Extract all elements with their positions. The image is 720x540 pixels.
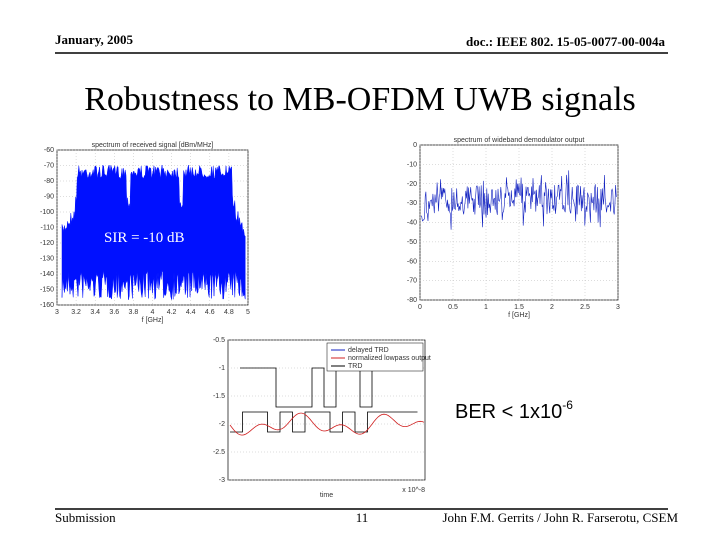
y-tick-label: -10 <box>407 161 417 168</box>
x-tick-label: 5 <box>246 309 250 316</box>
x-tick-label: 4.6 <box>205 309 215 316</box>
y-tick-label: -30 <box>407 200 417 207</box>
x-axis-label: f [GHz] <box>142 317 164 324</box>
x-tick-label: 2.5 <box>580 304 590 311</box>
x-tick-label: 0.5 <box>448 304 458 311</box>
slide-title: Robustness to MB-OFDM UWB signals <box>84 81 636 118</box>
y-tick-label: -60 <box>44 147 54 154</box>
ber-annotation: BER < 1x10-6 <box>455 398 573 423</box>
x-tick-label: 4 <box>151 309 155 316</box>
x-axis-label: time <box>320 492 333 499</box>
legend-label: delayed TRD <box>348 347 389 354</box>
header-doc: doc.: IEEE 802. 15-05-0077-00-004a <box>466 34 665 49</box>
y-tick-label: -2 <box>219 421 225 428</box>
demodulator-plot: 0-10-20-30-40-50-60-70-800 0.5 1 1.5 2 2.5 3sp… <box>407 137 620 319</box>
ber-text: BER < 1x10 <box>455 401 562 423</box>
y-tick-label: -80 <box>44 178 54 185</box>
x-tick-label: 0 <box>418 304 422 311</box>
spectrum-line <box>420 170 617 230</box>
y-tick-label: -80 <box>407 297 417 304</box>
x-tick-label: 3.8 <box>129 309 139 316</box>
y-tick-label: -1.5 <box>213 393 225 400</box>
x-tick-label: 2 <box>550 304 554 311</box>
x-scale-label: x 10^-8 <box>402 487 425 494</box>
legend-label: normalized lowpass output <box>348 355 431 362</box>
header-date: January, 2005 <box>55 32 134 47</box>
y-tick-label: -50 <box>407 239 417 246</box>
y-tick-label: -110 <box>41 225 55 232</box>
spectrum-plot: -60 -70 -80 -90 -100 -110 -120 -130 -140 -150 -160… <box>40 142 250 324</box>
x-tick-label: 4.2 <box>167 309 177 316</box>
time-plot: -0.5 -1 -1.5 -2 -2.5 -3 time delayed TRDnormali… <box>213 337 431 499</box>
ber-exponent: -6 <box>562 398 573 412</box>
y-tick-label: -40 <box>407 220 417 227</box>
x-axis-label: f [GHz] <box>508 312 530 319</box>
plot-title: spectrum of wideband demodulator output <box>454 137 585 144</box>
x-tick-label: 4.4 <box>186 309 196 316</box>
y-tick-label: -160 <box>40 302 54 309</box>
x-tick-label: 3.2 <box>71 309 81 316</box>
x-tick-label: 1.5 <box>514 304 524 311</box>
y-tick-label: 0 <box>413 142 417 149</box>
footer-left: Submission <box>55 510 116 525</box>
lowpass-output <box>229 412 425 436</box>
plot-title: spectrum of received signal [dBm/MHz] <box>92 142 214 149</box>
sir-annotation: SIR = -10 dB <box>104 230 185 246</box>
y-tick-label: -130 <box>40 256 54 263</box>
y-tick-label: -120 <box>40 240 54 247</box>
x-tick-label: 4.8 <box>224 309 234 316</box>
footer-right: John F.M. Gerrits / John R. Farserotu, C… <box>443 510 679 525</box>
y-tick-label: -60 <box>407 258 417 265</box>
legend-label: TRD <box>348 363 362 370</box>
y-tick-label: -150 <box>40 287 54 294</box>
y-tick-label: -1 <box>219 365 225 372</box>
y-tick-label: -90 <box>44 194 54 201</box>
y-tick-label: -70 <box>44 163 54 170</box>
y-tick-label: -20 <box>407 181 417 188</box>
trd <box>230 411 418 433</box>
x-tick-label: 3 <box>616 304 620 311</box>
y-tick-label: -2.5 <box>213 449 225 456</box>
x-tick-label: 3.4 <box>90 309 100 316</box>
x-tick-label: 3.6 <box>109 309 119 316</box>
y-tick-label: -100 <box>40 209 54 216</box>
page-number: 11 <box>356 510 369 525</box>
y-tick-label: -140 <box>40 271 54 278</box>
spectrum-fill <box>61 164 246 301</box>
x-tick-label: 3 <box>55 309 59 316</box>
y-tick-label: -3 <box>219 477 225 484</box>
y-tick-label: -0.5 <box>213 337 225 344</box>
y-tick-label: -70 <box>407 278 417 285</box>
x-tick-label: 1 <box>484 304 488 311</box>
